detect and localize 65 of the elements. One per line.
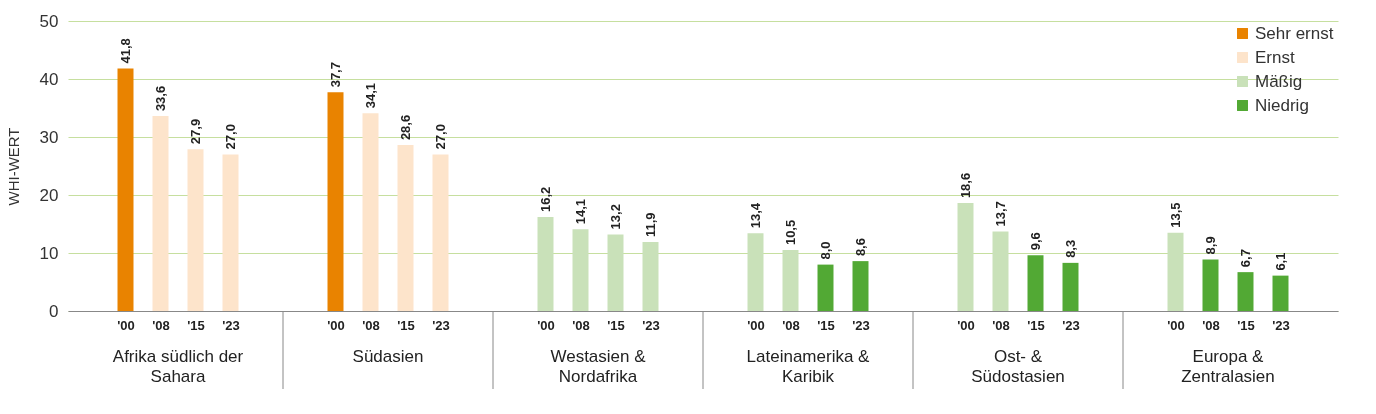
- data-label: 27,9: [187, 118, 203, 145]
- x-tick-label: '15: [1237, 317, 1255, 333]
- x-tick-label: '08: [992, 317, 1010, 333]
- data-label: 13,7: [992, 201, 1008, 227]
- text: Südasien: [352, 347, 424, 366]
- data-label: 6,7: [1237, 249, 1253, 268]
- x-tick-label: '23: [432, 317, 450, 333]
- data-label: 8,3: [1062, 239, 1078, 258]
- x-tick-label: '00: [537, 317, 555, 333]
- text: Lateinamerika & Karibik: [746, 347, 871, 386]
- data-label: 16,2: [537, 186, 553, 213]
- y-tick-label: 30: [39, 127, 59, 147]
- data-label: 8,0: [817, 241, 833, 260]
- data-label: 8,6: [852, 238, 868, 257]
- y-tick-label: 20: [39, 185, 59, 205]
- x-tick-label: '00: [117, 317, 135, 333]
- x-tick-label: '15: [817, 317, 835, 333]
- x-tick-label: '23: [642, 317, 660, 333]
- data-label: 27,0: [222, 124, 238, 150]
- x-tick-label: '00: [747, 317, 765, 333]
- data-label: 13,2: [607, 204, 623, 230]
- x-tick-label: '08: [782, 317, 800, 333]
- x-tick-label: '15: [187, 317, 205, 333]
- data-label: 37,7: [327, 62, 343, 88]
- legend-label: Sehr ernst: [1255, 23, 1334, 43]
- x-tick-label: '08: [1202, 317, 1220, 333]
- data-label: 13,4: [747, 202, 763, 229]
- x-tick-label: '00: [1167, 317, 1185, 333]
- legend-label: Mäßig: [1255, 71, 1303, 91]
- y-tick-label: 40: [39, 69, 59, 89]
- data-label: 10,5: [782, 219, 798, 246]
- x-tick-label: '23: [222, 317, 240, 333]
- y-tick-label: 50: [39, 11, 59, 31]
- x-tick-label: '23: [852, 317, 870, 333]
- x-tick-label: '23: [1062, 317, 1080, 333]
- data-label: 6,1: [1272, 252, 1288, 271]
- y-tick-label: 10: [39, 243, 59, 263]
- legend-label: Ernst: [1255, 47, 1295, 67]
- data-label: 18,6: [957, 172, 973, 199]
- data-label: 9,6: [1027, 232, 1043, 251]
- x-tick-label: '00: [957, 317, 975, 333]
- x-tick-label: '23: [1272, 317, 1290, 333]
- data-label: 33,6: [152, 85, 168, 112]
- data-label: 28,6: [397, 114, 413, 141]
- text: Westasien & Nordafrika: [550, 347, 647, 386]
- x-tick-label: '08: [362, 317, 380, 333]
- x-tick-label: '08: [152, 317, 170, 333]
- data-label: 13,5: [1167, 202, 1183, 228]
- y-axis-title: WHI-WERT: [4, 127, 22, 206]
- data-label: 11,9: [642, 212, 658, 237]
- x-tick-label: '00: [327, 317, 345, 333]
- x-tick-label: '15: [397, 317, 415, 333]
- text: Afrika südlich der Sahara: [112, 347, 244, 386]
- text: Europa & Zentralasien: [1181, 347, 1275, 386]
- data-label: 41,8: [117, 38, 133, 64]
- data-label: 27,0: [432, 124, 448, 150]
- text: Ost- & Südostasien: [971, 347, 1065, 386]
- x-tick-label: '08: [572, 317, 590, 333]
- data-label: 8,9: [1202, 236, 1218, 255]
- data-label: 14,1: [572, 198, 588, 225]
- y-tick-label: 0: [49, 301, 59, 321]
- x-tick-label: '15: [607, 317, 625, 333]
- data-label: 34,1: [362, 82, 378, 109]
- x-tick-label: '15: [1027, 317, 1045, 333]
- legend-label: Niedrig: [1255, 95, 1309, 115]
